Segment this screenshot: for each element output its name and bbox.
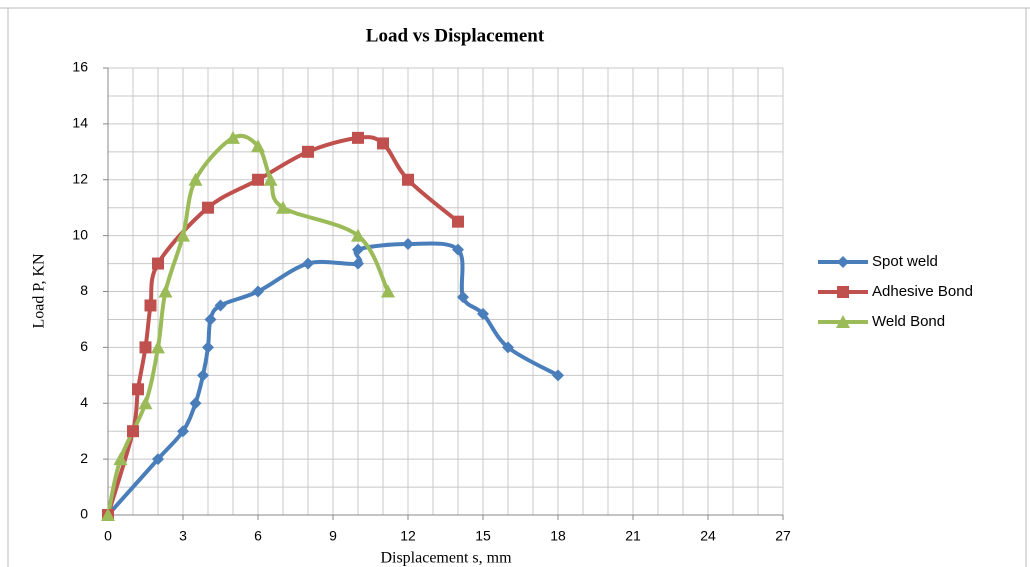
y-tick-label: 8	[80, 282, 88, 298]
x-tick-label: 15	[475, 528, 491, 544]
data-point	[226, 130, 240, 144]
data-point	[127, 425, 139, 438]
data-point	[204, 313, 217, 326]
legend-marker	[836, 315, 850, 328]
legend-marker	[837, 256, 849, 268]
y-tick-label: 16	[72, 59, 88, 75]
x-tick-label: 12	[400, 528, 416, 544]
y-tick-label: 0	[80, 506, 88, 522]
data-point	[197, 369, 209, 382]
data-point	[352, 131, 364, 144]
x-tick-label: 27	[775, 528, 791, 544]
data-point	[502, 341, 514, 354]
data-point	[158, 284, 173, 298]
legend-marker	[837, 286, 849, 298]
data-point	[452, 215, 464, 228]
data-point	[144, 299, 157, 312]
x-tick-label: 9	[329, 528, 337, 544]
chart-title: Load vs Displacement	[366, 25, 545, 46]
x-tick-label: 3	[179, 528, 187, 544]
x-tick-label: 24	[700, 528, 716, 544]
data-point	[377, 137, 389, 150]
data-point	[151, 340, 165, 354]
y-tick-label: 14	[72, 115, 88, 131]
data-point	[351, 228, 365, 242]
y-tick-label: 2	[80, 450, 88, 466]
data-point	[302, 145, 314, 158]
data-point	[214, 299, 227, 312]
data-point	[189, 397, 202, 410]
data-point	[263, 172, 278, 186]
data-point	[251, 139, 265, 153]
y-tick-label: 12	[72, 170, 88, 186]
y-tick-label: 10	[72, 226, 88, 242]
data-point	[452, 243, 464, 256]
legend-label: Weld Bond	[872, 313, 945, 330]
data-point	[113, 452, 128, 466]
x-tick-label: 21	[625, 528, 641, 544]
x-tick-label: 18	[550, 528, 566, 544]
data-point	[152, 453, 164, 466]
data-point	[352, 243, 364, 256]
data-point	[132, 383, 144, 396]
data-point	[276, 200, 290, 214]
data-point	[188, 172, 203, 186]
x-tick-label: 6	[254, 528, 262, 544]
data-point	[402, 238, 414, 251]
data-point	[252, 285, 264, 298]
data-point	[457, 291, 469, 304]
data-point	[381, 284, 395, 298]
data-point	[177, 425, 189, 438]
data-point	[552, 369, 564, 382]
legend-label: Spot weld	[872, 253, 938, 270]
x-axis-label: Displacement s, mm	[380, 550, 512, 567]
data-point	[152, 257, 164, 270]
data-point	[176, 228, 190, 242]
data-point	[101, 508, 115, 521]
data-point	[138, 396, 153, 410]
data-point	[477, 307, 489, 320]
data-point	[352, 257, 364, 270]
x-tick-label: 0	[104, 528, 112, 544]
data-point	[202, 201, 214, 214]
data-point	[302, 257, 314, 270]
data-point	[202, 341, 214, 354]
data-point	[252, 173, 264, 186]
data-point	[139, 341, 152, 354]
data-point	[402, 173, 414, 186]
y-tick-label: 6	[80, 338, 88, 354]
legend-label: Adhesive Bond	[872, 283, 973, 300]
y-axis-label: Load P, KN	[31, 253, 48, 329]
y-tick-label: 4	[80, 394, 88, 410]
